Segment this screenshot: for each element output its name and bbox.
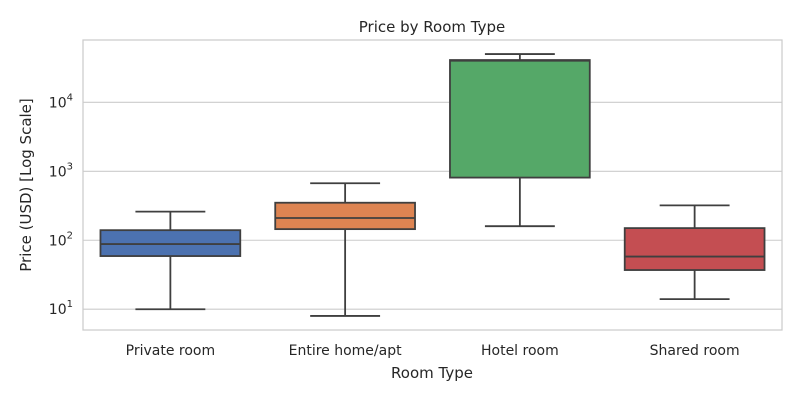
box-private-room [99, 210, 242, 311]
chart-title: Price by Room Type [359, 18, 505, 36]
iqr-box [623, 227, 766, 271]
y-tick-label: 104 [49, 92, 73, 111]
box-series [99, 53, 766, 317]
box-entire-home-apt [274, 182, 416, 317]
iqr-box [99, 229, 242, 257]
x-tick-label: Entire home/apt [289, 343, 402, 359]
y-tick-labels: 101 102 103 104 [49, 92, 73, 318]
x-tick-label: Hotel room [481, 343, 559, 359]
x-tick-labels: Private room Entire home/apt Hotel room Sha… [126, 343, 740, 359]
x-tick-label: Shared room [650, 343, 740, 359]
box-hotel-room [449, 53, 591, 228]
plot-frame [82, 39, 783, 331]
box-shared-room [623, 204, 766, 301]
x-axis-label: Room Type [391, 364, 473, 382]
iqr-box [274, 201, 416, 231]
y-tick-label: 103 [49, 161, 73, 180]
x-tick-label: Private room [126, 343, 215, 359]
iqr-box [449, 59, 591, 179]
y-tick-label: 102 [49, 230, 73, 249]
y-axis-label: Price (USD) [Log Scale] [17, 98, 35, 272]
y-tick-label: 101 [49, 299, 73, 318]
